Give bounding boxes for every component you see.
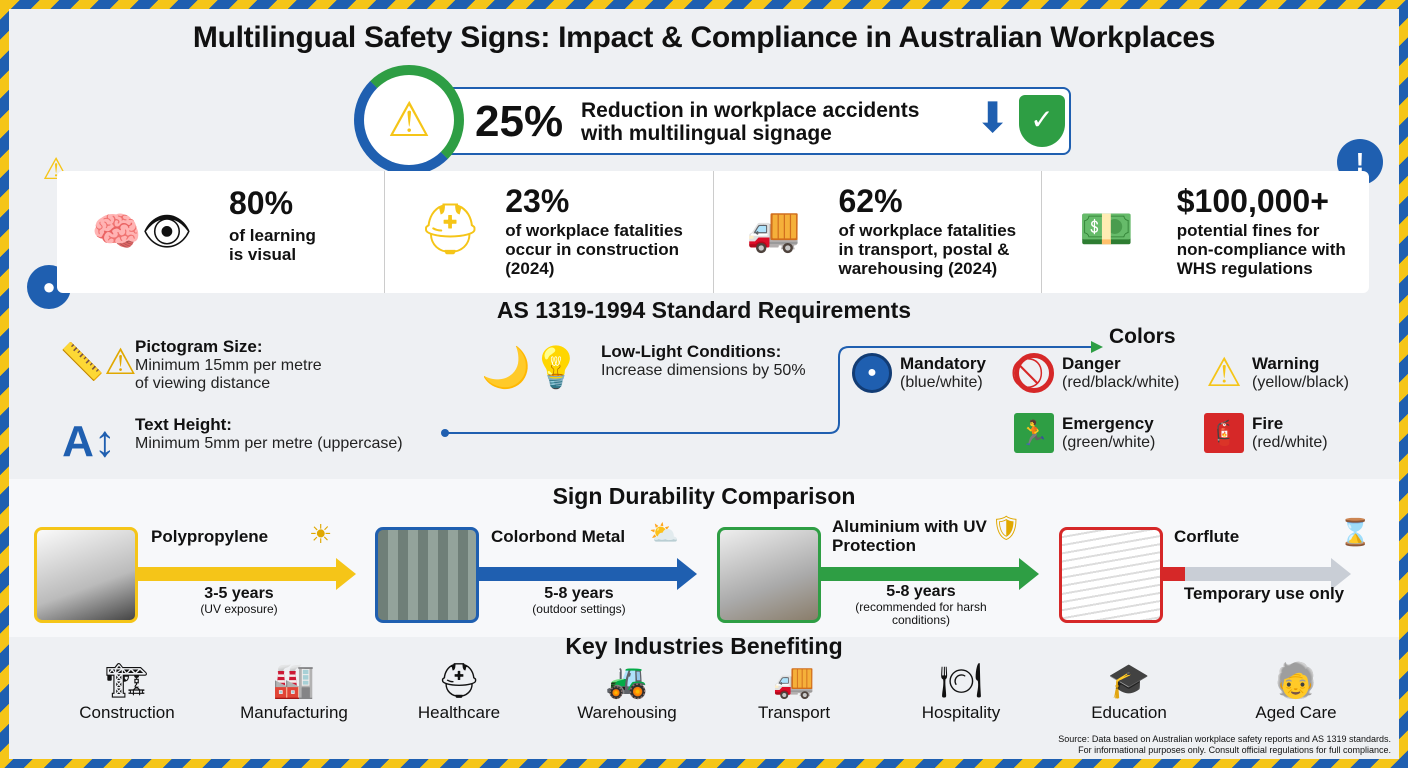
infographic: Multilingual Safety Signs: Impact & Comp… xyxy=(9,9,1399,759)
factory-icon: 🏭 xyxy=(272,662,316,700)
durability-arrow xyxy=(821,558,1039,590)
hourglass-icon: ⌛ xyxy=(1339,517,1372,547)
stat-construction: ⛑ 23% of workplace fatalities occur in co… xyxy=(385,171,714,293)
corflute-image xyxy=(1059,527,1163,623)
colorbond-image xyxy=(375,527,479,623)
stat-transport: 🚚 62% of workplace fatalities in transpor… xyxy=(714,171,1042,293)
pictogram-size: Pictogram Size: Minimum 15mm per metre of … xyxy=(135,337,322,392)
color-emergency: 🏃 Emergency (green/white) xyxy=(1014,413,1155,453)
truck-icon: 🚚 xyxy=(772,662,816,700)
graduation-cap-icon: 🎓 xyxy=(1107,662,1151,700)
industry-transport: 🚚 Transport xyxy=(719,659,869,723)
fire-extinguisher-icon: 🧯 xyxy=(1204,413,1244,453)
industry-aged-care: 🧓 Aged Care xyxy=(1221,659,1371,723)
hero-banner: 25% Reduction in workplace accidents with… xyxy=(439,87,1071,155)
brain-eye-icon: 🧠👁 xyxy=(91,209,193,254)
mandatory-sign-icon: ● xyxy=(852,353,892,393)
ruler-pictogram-icon: 📏⚠ xyxy=(59,341,137,382)
industry-warehousing: 🚜 Warehousing xyxy=(552,659,702,723)
crane-icon: 🏗 xyxy=(105,662,149,700)
color-fire: 🧯 Fire (red/white) xyxy=(1204,413,1328,453)
elderly-person-icon: 🧓 xyxy=(1274,662,1318,700)
hero-value: 25% xyxy=(475,97,564,146)
truck-warehouse-icon: 🚚 xyxy=(746,205,801,254)
polypropylene-image xyxy=(34,527,138,623)
cloud-rain-sun-icon: ⛅ xyxy=(649,520,679,547)
durability-arrow xyxy=(138,558,356,590)
durability-section xyxy=(9,479,1399,637)
industry-education: 🎓 Education xyxy=(1054,659,1204,723)
hero-ring: ⚠ xyxy=(354,65,464,175)
money-gavel-icon: 💵 xyxy=(1079,205,1135,254)
durability-heading: Sign Durability Comparison xyxy=(552,483,856,509)
industry-manufacturing: 🏭 Manufacturing xyxy=(219,659,369,723)
industry-hospitality: 🍽 Hospitality xyxy=(886,659,1036,723)
forklift-icon: 🚜 xyxy=(605,662,649,700)
colors-heading: Colors xyxy=(1109,325,1176,348)
hero-text: Reduction in workplace accidents with mul… xyxy=(581,99,920,145)
industries-heading: Key Industries Benefiting xyxy=(565,633,843,659)
moon-bulb-icon: 🌙💡 xyxy=(481,345,581,390)
source-note: Source: Data based on Australian workpla… xyxy=(1058,734,1391,755)
page-title: Multilingual Safety Signs: Impact & Comp… xyxy=(192,21,1216,54)
connector-line xyxy=(441,341,1103,437)
shield-check-icon: ✓ xyxy=(1019,95,1065,147)
down-arrow-icon: ⬇ xyxy=(975,94,1011,141)
sun-icon: ☀ xyxy=(309,519,333,549)
stat-fines: 💵 $100,000+ potential fines for non-compl… xyxy=(1042,171,1369,293)
exit-sign-icon: 🏃 xyxy=(1014,413,1054,453)
aluminium-image xyxy=(717,527,821,623)
color-warning: ⚠ Warning (yellow/black) xyxy=(1204,351,1349,395)
color-mandatory: ● Mandatory (blue/white) xyxy=(852,353,986,393)
hard-hat-icon: ⛑ xyxy=(418,200,482,257)
stats-row: 🧠👁 80% of learning is visual ⛑ 23% of wor… xyxy=(57,171,1369,293)
low-light: Low-Light Conditions: Increase dimensions… xyxy=(601,342,806,379)
durability-arrow xyxy=(479,558,697,590)
durability-arrow xyxy=(1163,558,1351,590)
warning-sign-icon: ⚠ xyxy=(1206,351,1242,395)
standard-heading: AS 1319-1994 Standard Requirements xyxy=(496,297,912,323)
medical-kit-icon: ⛑ xyxy=(437,662,481,700)
prohibition-sign-icon: ⃠ xyxy=(1014,353,1054,393)
industry-healthcare: ⛑ Healthcare xyxy=(384,659,534,723)
industry-construction: 🏗 Construction xyxy=(52,659,202,723)
text-height-icon: A↕ xyxy=(62,417,116,466)
stat-visual: 🧠👁 80% of learning is visual xyxy=(57,171,386,293)
text-height: Text Height: Minimum 5mm per metre (upper… xyxy=(135,415,403,452)
plate-cutlery-icon: 🍽 xyxy=(939,662,983,700)
warning-icon: ⚠ xyxy=(387,94,431,147)
color-danger: ⃠Danger(red/black/white) xyxy=(1014,353,1179,393)
uv-shield-icon: 🛡 xyxy=(991,515,1022,542)
